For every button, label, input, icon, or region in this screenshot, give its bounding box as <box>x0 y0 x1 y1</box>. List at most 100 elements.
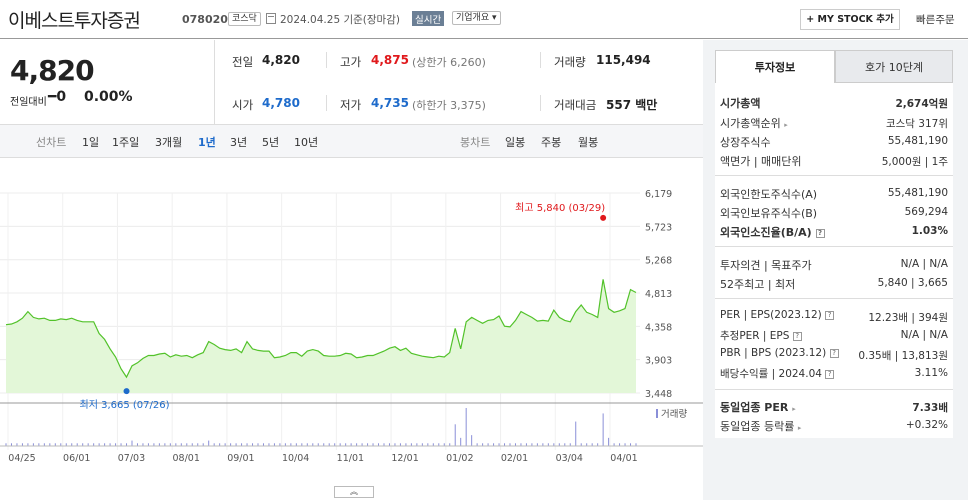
volume-bar <box>361 443 363 446</box>
volume-bar <box>295 443 297 446</box>
period-1w[interactable]: 1주일 <box>112 136 140 149</box>
cap-rank-value: 코스닥 317위 <box>885 118 948 130</box>
x-tick-label: 11/01 <box>337 453 364 464</box>
y-tick-label: 3,903 <box>645 356 672 367</box>
volume-bar <box>219 443 221 446</box>
candle-weekly[interactable]: 주봉 <box>541 136 562 149</box>
volume-bar <box>454 424 456 446</box>
volume-bar <box>262 443 264 446</box>
tab-invest-info[interactable]: 투자정보 <box>715 50 835 83</box>
period-1d[interactable]: 1일 <box>82 136 100 149</box>
help-icon[interactable]: ? <box>792 331 802 341</box>
volume-bar <box>367 443 369 446</box>
y-tick-label: 4,813 <box>645 289 672 300</box>
period-5y[interactable]: 5년 <box>262 136 280 149</box>
volume-bar <box>350 443 352 446</box>
my-stock-add-button[interactable]: + MY STOCK 추가 <box>800 9 900 30</box>
tab-orderbook[interactable]: 호가 10단계 <box>835 50 953 83</box>
pbr-label: PBR | BPS (2023.12) ? <box>720 347 839 359</box>
help-icon[interactable]: ? <box>815 228 825 238</box>
line-chart-label: 선차트 <box>36 136 67 149</box>
x-axis: 04/25 06/01 07/03 08/01 09/01 10/04 11/01 12/01… <box>8 453 637 464</box>
stock-title: 이베스트투자증권 <box>8 10 141 32</box>
period-3m[interactable]: 3개월 <box>155 136 183 149</box>
y-tick-label: 5,723 <box>645 222 672 233</box>
volume-bar <box>306 443 308 446</box>
help-icon[interactable]: ? <box>825 369 835 379</box>
current-price: 4,820 <box>10 54 95 87</box>
volume-bar <box>536 443 538 446</box>
volume-bar <box>16 443 18 446</box>
sector-rate-label[interactable]: 동일업종 등락률 ▸ <box>720 420 802 433</box>
section-divider <box>715 389 953 390</box>
foreign-rate-label: 외국인소진율(B/A) ? <box>720 224 825 240</box>
volume-bar <box>268 443 270 446</box>
price-area <box>6 279 636 393</box>
volume-bar <box>416 443 418 446</box>
arrow-right-icon: ▸ <box>797 424 802 432</box>
x-tick-label: 06/01 <box>63 453 90 464</box>
opinion-label: 투자의견 | 목표주가 <box>720 259 812 272</box>
volume-bar <box>383 443 385 446</box>
opinion-value: N/A | N/A <box>900 258 948 270</box>
volume-bars <box>5 408 637 446</box>
volume-bar <box>180 443 182 446</box>
volume-bar <box>93 443 95 446</box>
low-marker <box>123 388 130 395</box>
sector-per-label[interactable]: 동일업종 PER ▸ <box>720 401 796 414</box>
volume-bar <box>120 443 122 446</box>
realtime-badge[interactable]: 실시간 <box>412 11 445 26</box>
volume-bar <box>525 443 527 446</box>
candle-chart-label: 봉차트 <box>460 136 491 149</box>
high-annotation: 최고 5,840 (03/29) <box>515 202 605 214</box>
price-chart[interactable]: 6,179 5,723 5,268 4,813 4,358 3,903 3,448 04/2… <box>0 160 703 486</box>
volume-bar <box>21 443 23 446</box>
high-marker <box>600 214 607 221</box>
volume-bar <box>131 440 133 446</box>
volume-bar <box>109 443 111 446</box>
cap-rank-label[interactable]: 시가총액순위 ▸ <box>720 117 788 130</box>
volume-bar <box>208 440 210 446</box>
volume-bar <box>591 443 593 446</box>
collapse-chart-button[interactable]: ︽ <box>334 486 374 498</box>
volume-bar <box>465 408 467 446</box>
volume-bar <box>279 443 281 446</box>
volume-bar <box>438 443 440 446</box>
x-tick-label: 01/02 <box>446 453 473 464</box>
header-divider <box>0 38 968 39</box>
volume-bar <box>290 443 292 446</box>
candle-monthly[interactable]: 월봉 <box>578 136 599 149</box>
volume-bar <box>10 443 12 446</box>
low-label: 저가 <box>340 98 362 112</box>
volume-bar <box>241 443 243 446</box>
shares-value: 55,481,190 <box>887 135 948 147</box>
invest-info-panel <box>715 83 953 438</box>
period-10y[interactable]: 10년 <box>294 136 319 149</box>
open-label: 시가 <box>232 98 254 112</box>
help-icon[interactable]: ? <box>829 348 839 358</box>
volume-bar <box>191 443 193 446</box>
period-1y[interactable]: 1년 <box>198 136 216 149</box>
quick-order-link[interactable]: 빠른주문 <box>916 14 955 26</box>
volume-bar <box>575 421 577 446</box>
est-per-value: N/A | N/A <box>900 329 948 341</box>
volume-bar <box>339 443 341 446</box>
volume-bar <box>630 443 632 446</box>
volume-bar <box>32 443 34 446</box>
volume-bar <box>126 443 128 446</box>
volume-bar <box>487 443 489 446</box>
company-overview-dropdown[interactable]: 기업개요 ▾ <box>452 11 501 25</box>
volume-bar <box>619 443 621 446</box>
volume-bar <box>197 443 199 446</box>
volume-bar <box>586 443 588 446</box>
volume-bar <box>38 443 40 446</box>
volume-bar <box>432 443 434 446</box>
help-icon[interactable]: ? <box>825 310 835 320</box>
open-value: 4,780 <box>262 96 300 110</box>
candle-daily[interactable]: 일봉 <box>505 136 526 149</box>
volume-bar <box>624 443 626 446</box>
volume-bar <box>273 443 275 446</box>
period-3y[interactable]: 3년 <box>230 136 248 149</box>
volume-bar <box>476 443 478 446</box>
foreign-hold-label: 외국인보유주식수(B) <box>720 207 818 220</box>
